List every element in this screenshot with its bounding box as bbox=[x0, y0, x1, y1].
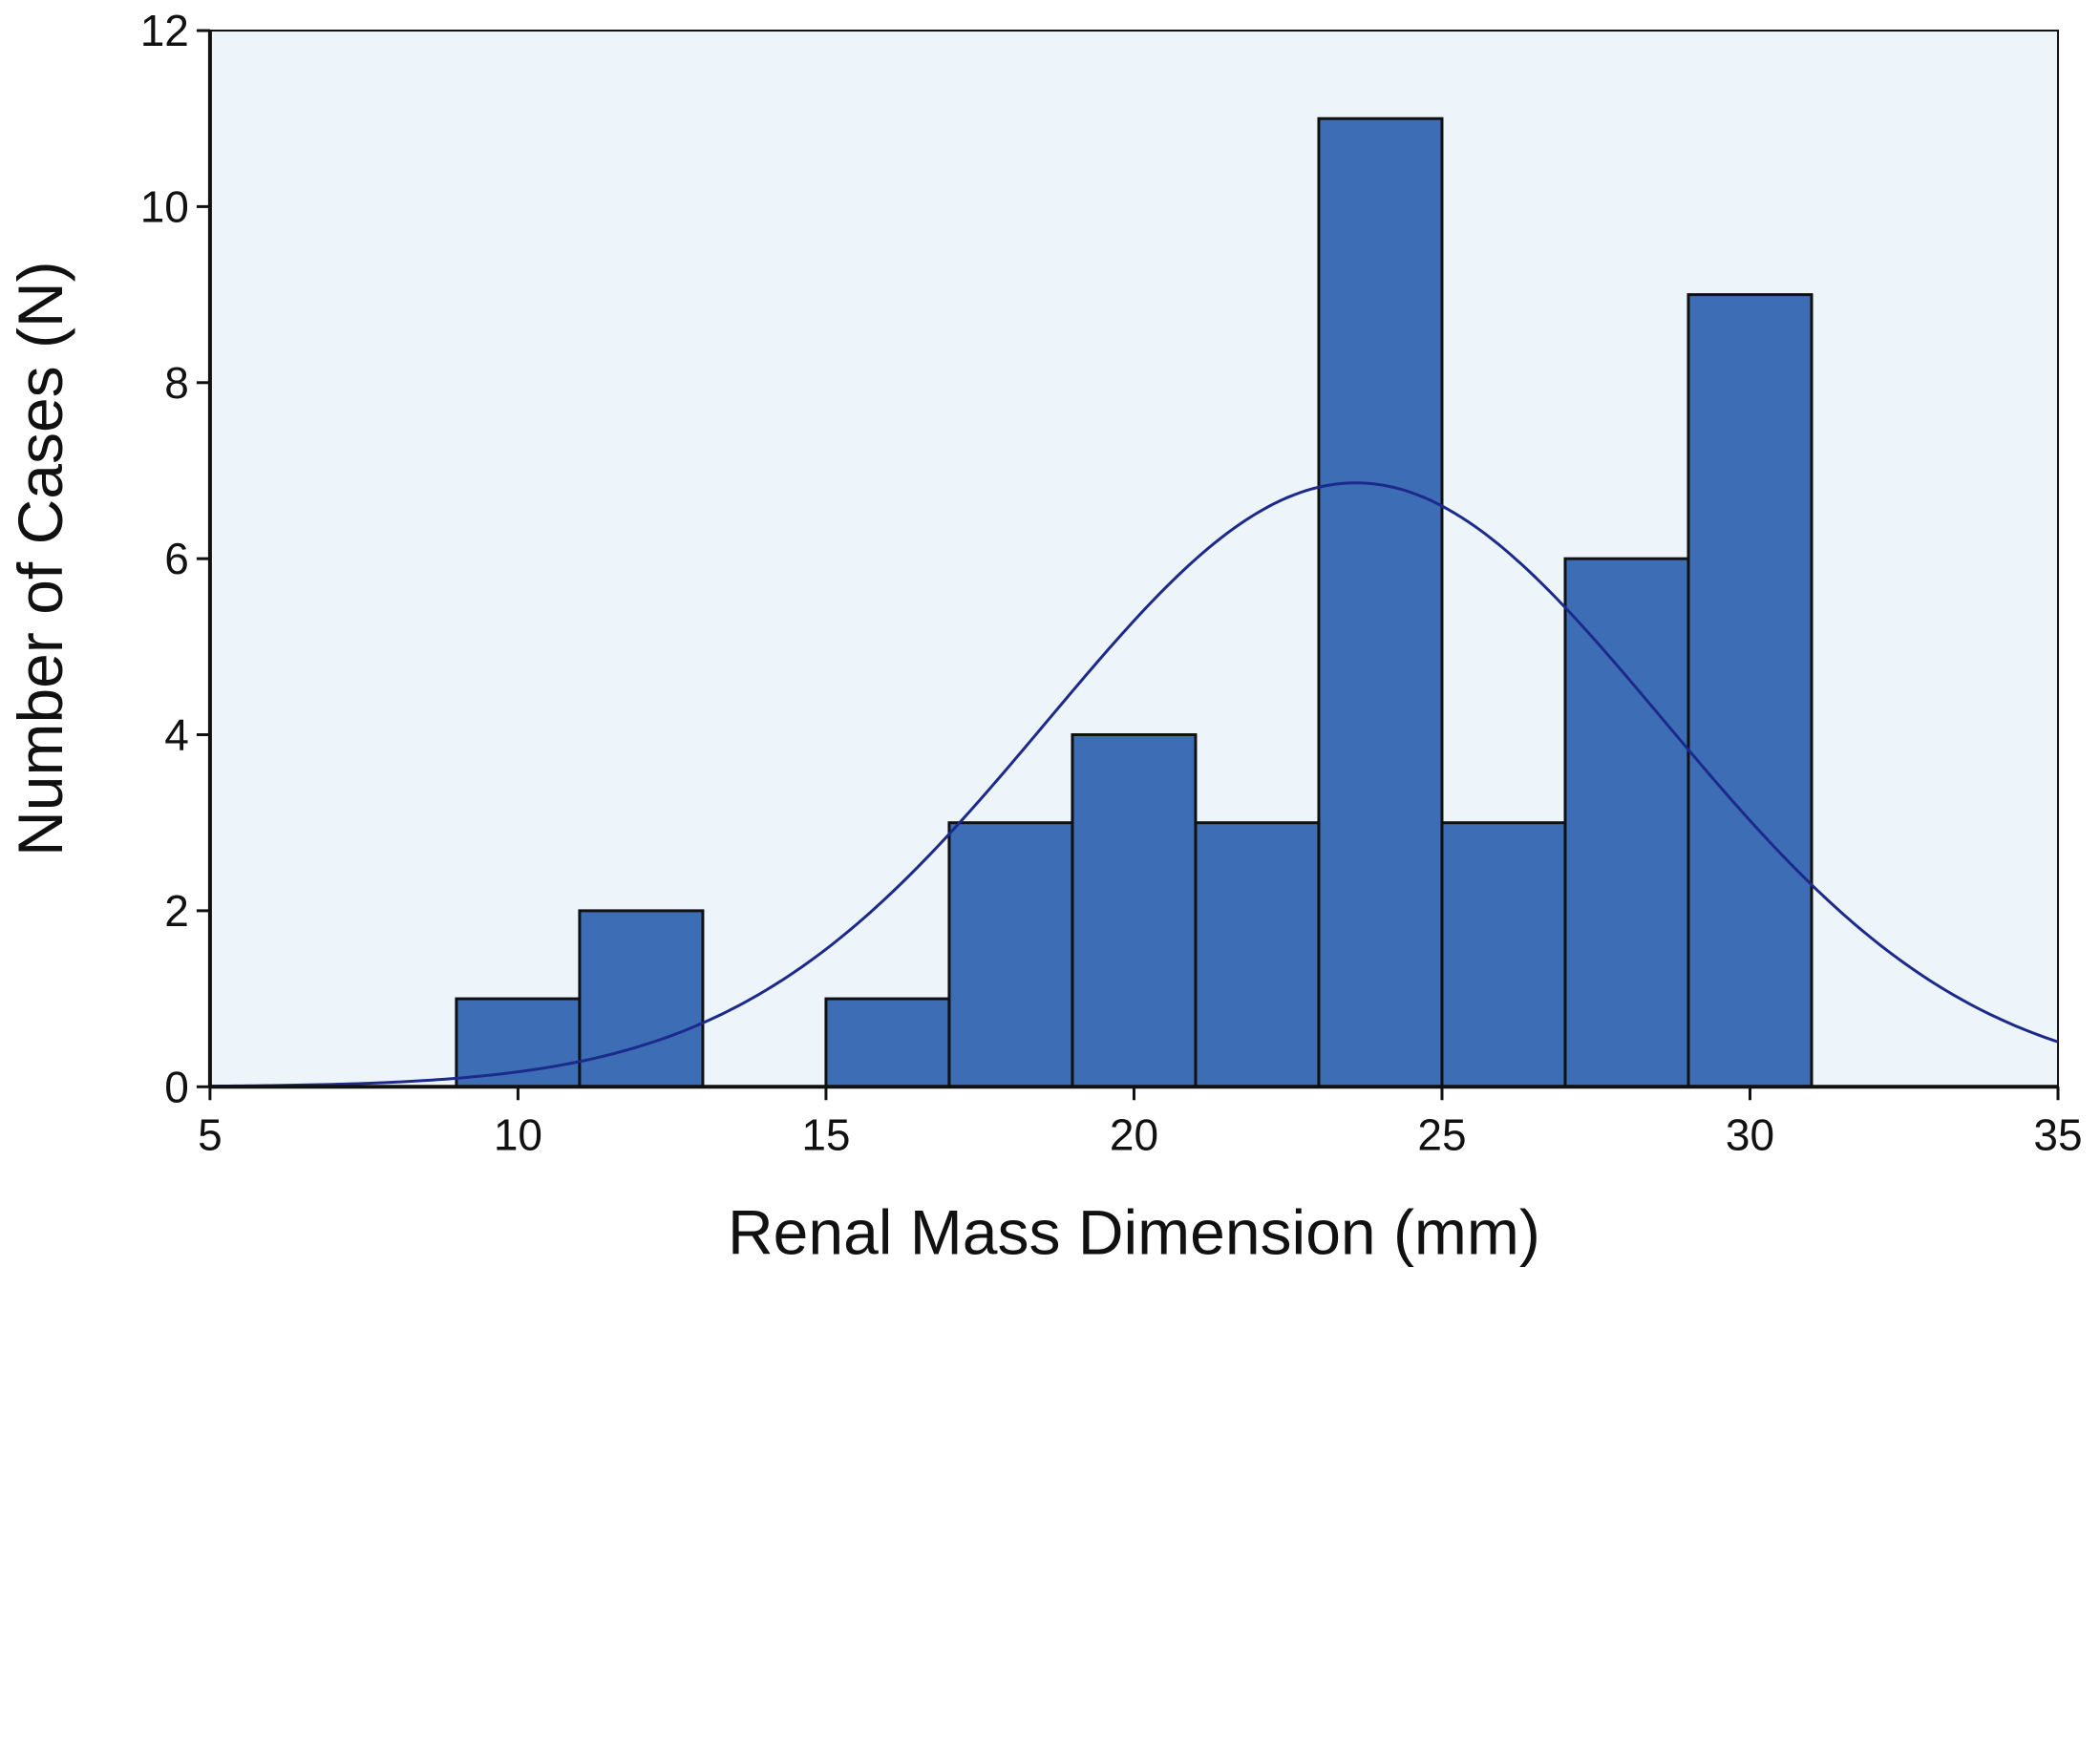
x-tick-label: 30 bbox=[1726, 1109, 1774, 1159]
histogram-bar-2 bbox=[578, 909, 705, 1088]
x-tick-label: 25 bbox=[1417, 1109, 1466, 1159]
histogram-bar-9 bbox=[1563, 557, 1690, 1088]
x-axis-ticks: 5 10 15 20 25 30 35 bbox=[198, 1087, 2083, 1159]
y-axis-ticks: 0 2 4 6 8 10 12 bbox=[140, 6, 210, 1111]
y-axis-title: Number of Cases (N) bbox=[5, 261, 75, 856]
normal-curve bbox=[209, 481, 2059, 1088]
y-tick-label: 6 bbox=[164, 534, 189, 583]
histogram-bar-4 bbox=[947, 821, 1074, 1088]
y-tick-label: 8 bbox=[164, 358, 189, 408]
y-tick-label: 10 bbox=[140, 181, 189, 231]
histogram-bar-1 bbox=[455, 997, 582, 1088]
histogram-bar-10 bbox=[1686, 293, 1814, 1088]
x-tick-label: 35 bbox=[2033, 1109, 2082, 1159]
y-tick-label: 0 bbox=[164, 1062, 189, 1111]
x-tick-label: 20 bbox=[1110, 1109, 1158, 1159]
histogram-bar-3 bbox=[824, 997, 951, 1088]
histogram-bar-7 bbox=[1317, 116, 1444, 1088]
y-tick-label: 2 bbox=[164, 886, 189, 936]
bars-group bbox=[455, 116, 1814, 1088]
histogram-bar-6 bbox=[1194, 821, 1321, 1088]
x-axis-title: Renal Mass Dimension (mm) bbox=[728, 1196, 1540, 1267]
histogram-bar-5 bbox=[1071, 733, 1198, 1088]
y-tick-label: 12 bbox=[140, 6, 189, 55]
histogram-bar-8 bbox=[1440, 821, 1567, 1088]
x-tick-label: 5 bbox=[198, 1109, 223, 1159]
x-tick-label: 10 bbox=[494, 1109, 542, 1159]
x-tick-label: 15 bbox=[801, 1109, 850, 1159]
y-tick-label: 4 bbox=[164, 710, 189, 760]
